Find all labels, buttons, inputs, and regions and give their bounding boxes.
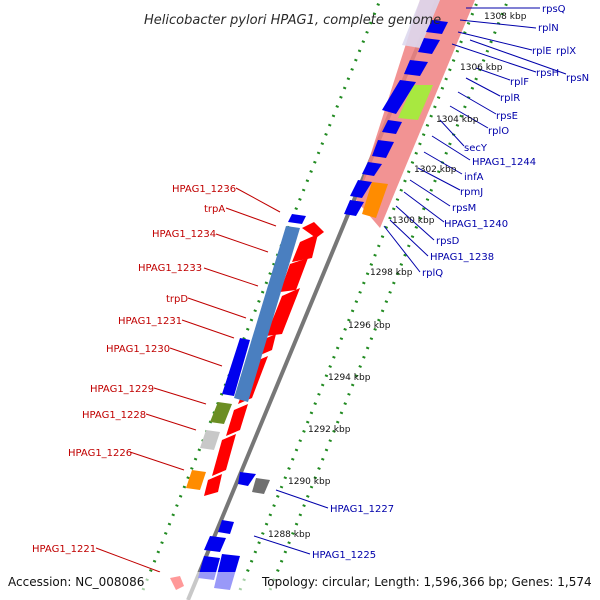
kbp-tick-label: 1296 kbp	[348, 321, 391, 331]
gene-label[interactable]: rplF	[510, 77, 529, 88]
gene-label[interactable]: rplE	[532, 46, 552, 57]
gene-label[interactable]: HPAG1_1226	[68, 448, 132, 459]
kbp-tick-label: 1302 kbp	[414, 165, 457, 175]
gene-label[interactable]: rpsD	[436, 236, 460, 247]
gene-label[interactable]: HPAG1_1221	[32, 544, 96, 555]
right-gene-labels: rpsQ rplN rplE rplX rpsH rpsN rplF rplR …	[312, 4, 589, 561]
gene-label[interactable]: HPAG1_1229	[90, 384, 154, 395]
gene-label[interactable]: rplX	[556, 46, 576, 57]
gene-label[interactable]: HPAG1_1234	[152, 229, 216, 240]
gene-marker	[212, 434, 236, 476]
kbp-tick-label: 1308 kbp	[484, 12, 527, 22]
gene-label[interactable]: rplO	[488, 126, 509, 137]
gene-label[interactable]: rpmJ	[460, 187, 483, 198]
gene-label[interactable]: HPAG1_1228	[82, 410, 146, 421]
gene-label[interactable]: rpsM	[452, 203, 476, 214]
gene-label[interactable]: HPAG1_1238	[430, 252, 494, 263]
gc-track	[141, 0, 510, 591]
gene-marker	[226, 404, 248, 436]
gene-marker	[280, 258, 308, 292]
gene-label[interactable]: HPAG1_1236	[172, 184, 236, 195]
kbp-tick-label: 1290 kbp	[288, 477, 331, 487]
gene-label[interactable]: trpD	[166, 294, 188, 305]
kbp-ticks: 1288 kbp 1290 kbp 1292 kbp 1294 kbp 1296…	[268, 12, 527, 540]
ribosomal-gene-band	[356, 0, 475, 228]
kbp-tick-label: 1288 kbp	[268, 530, 311, 540]
gene-label[interactable]: HPAG1_1230	[106, 344, 170, 355]
gene-label[interactable]: rpsQ	[542, 4, 566, 15]
gene-label[interactable]: HPAG1_1231	[118, 316, 182, 327]
gene-marker	[204, 474, 222, 496]
gene-label[interactable]: rpsH	[536, 68, 559, 79]
genome-stats-label: Topology: circular; Length: 1,596,366 bp…	[261, 575, 592, 589]
gene-label[interactable]: HPAG1_1240	[444, 219, 508, 230]
gene-label[interactable]: rplQ	[422, 268, 443, 279]
gene-label[interactable]: infA	[464, 172, 484, 183]
kbp-tick-label: 1294 kbp	[328, 373, 371, 383]
kbp-tick-label: 1292 kbp	[308, 425, 351, 435]
gene-label[interactable]: rpsN	[566, 73, 589, 84]
label-leaders	[95, 7, 567, 573]
reverse-genes	[186, 20, 448, 590]
gene-label[interactable]: secY	[464, 143, 488, 154]
accession-label: Accession: NC_008086	[8, 575, 144, 589]
gene-label[interactable]: rplN	[538, 23, 559, 34]
map-title: Helicobacter pylori HPAG1, complete geno…	[144, 13, 441, 28]
left-gene-labels: HPAG1_1236 trpA HPAG1_1234 HPAG1_1233 tr…	[32, 184, 236, 555]
gene-label[interactable]: HPAG1_1225	[312, 550, 376, 561]
gene-label[interactable]: trpA	[204, 204, 225, 215]
gene-label[interactable]: rpsE	[496, 111, 518, 122]
gene-label[interactable]: HPAG1_1227	[330, 504, 394, 515]
gene-label[interactable]: HPAG1_1233	[138, 263, 202, 274]
gene-label[interactable]: rplR	[500, 93, 520, 104]
gene-marker	[292, 234, 318, 262]
kbp-tick-label: 1304 kbp	[436, 115, 479, 125]
gene-marker	[266, 288, 300, 336]
kbp-tick-label: 1298 kbp	[370, 268, 413, 278]
gene-marker	[302, 222, 324, 238]
gene-label[interactable]: HPAG1_1244	[472, 157, 536, 168]
kbp-tick-label: 1306 kbp	[460, 63, 503, 73]
forward-genes	[170, 222, 324, 590]
kbp-tick-label: 1300 kbp	[392, 216, 435, 226]
